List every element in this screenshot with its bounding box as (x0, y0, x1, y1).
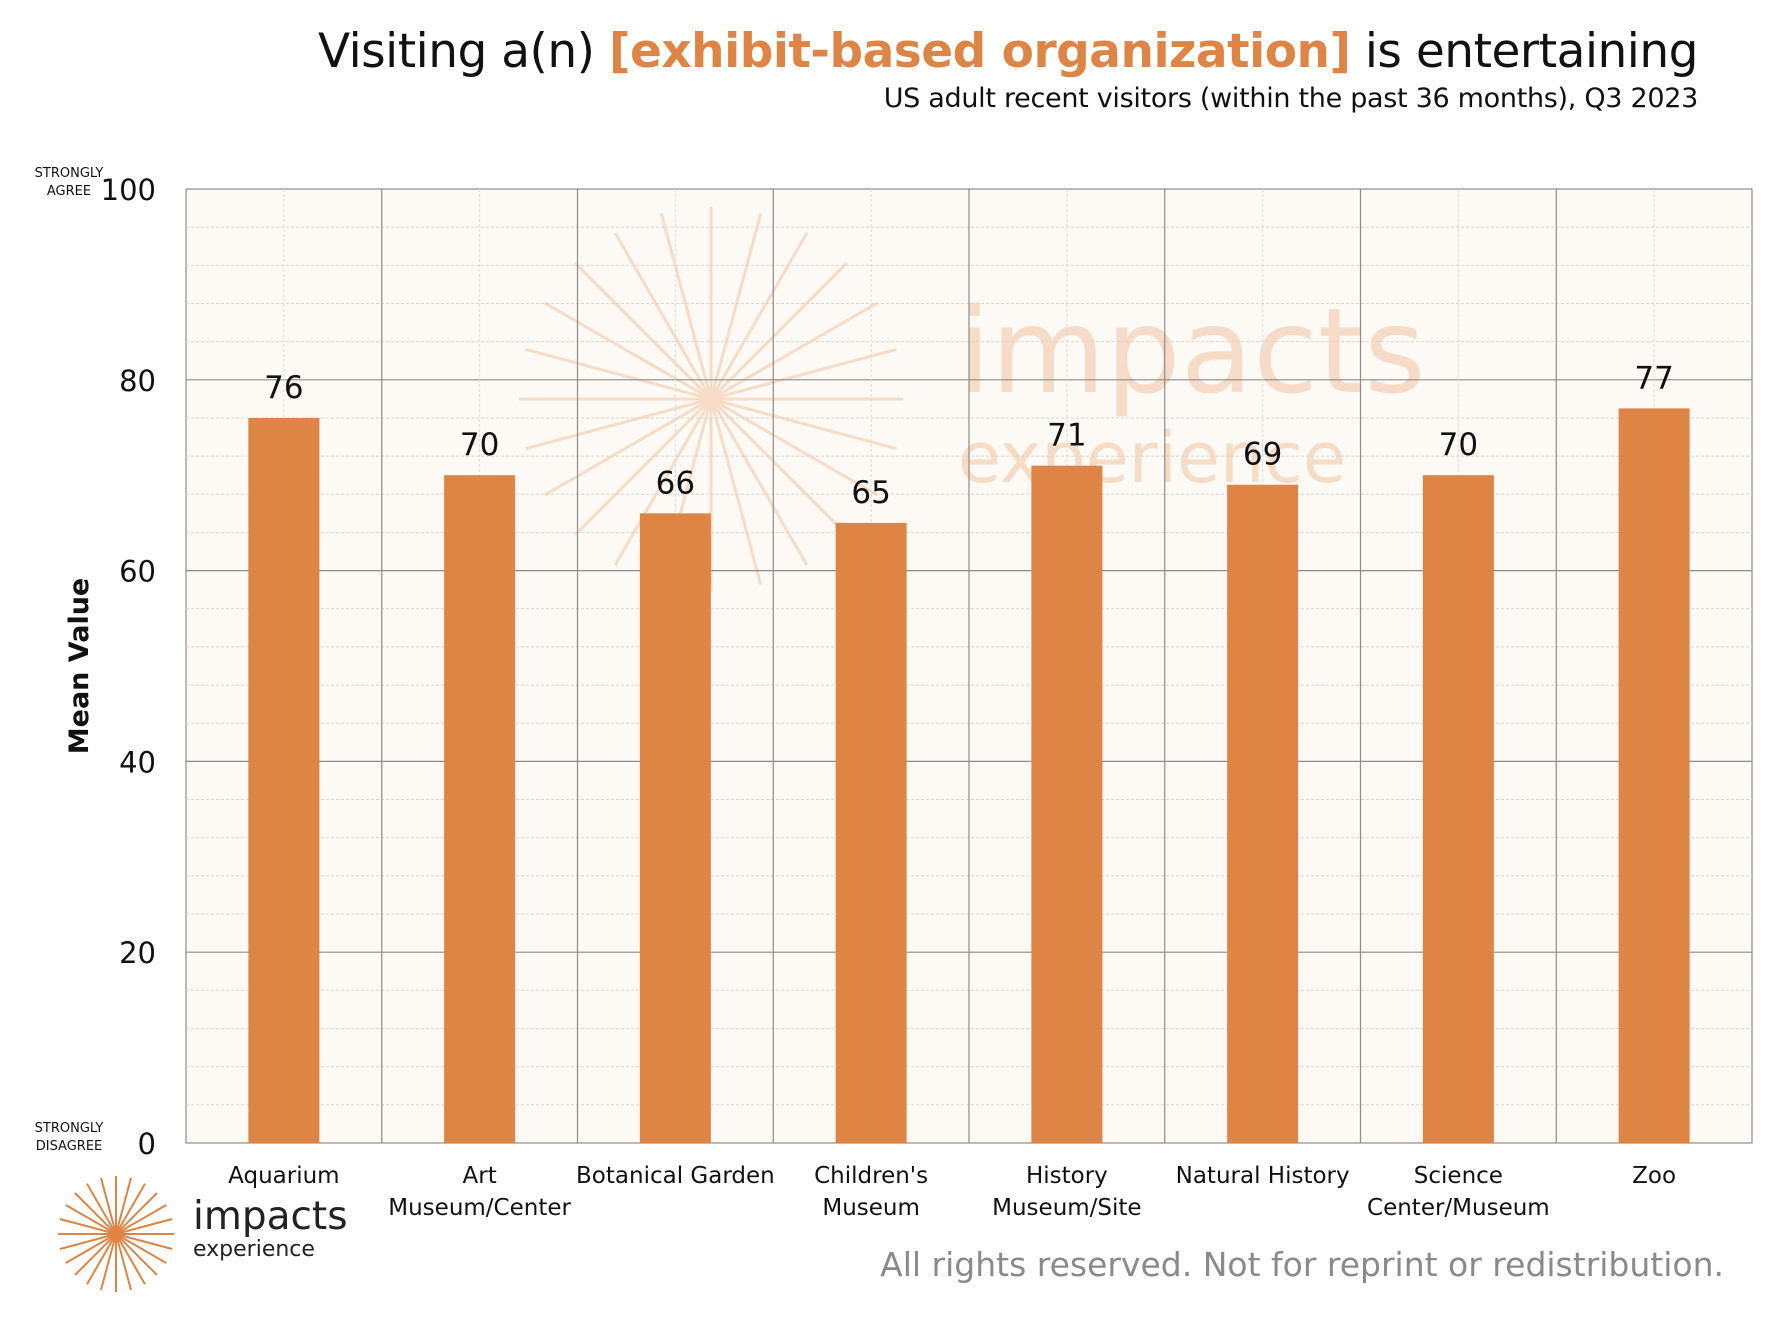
x-tick-label: Natural History (1176, 1163, 1350, 1189)
x-tick-label-line: Aquarium (228, 1163, 339, 1189)
bar (248, 417, 320, 1144)
chart-title-block: Visiting a(n) [exhibit-based organizatio… (317, 22, 1699, 116)
x-tick-label-line: Museum/Center (388, 1195, 571, 1221)
y-tick-label: 40 (119, 745, 156, 779)
bar (1227, 484, 1299, 1143)
x-tick-label: Botanical Garden (576, 1163, 775, 1189)
bar-value-label: 77 (1634, 360, 1673, 396)
bar-value-label: 76 (264, 370, 303, 406)
y-tick-label: 60 (119, 555, 156, 589)
bar-value-label: 70 (1439, 427, 1478, 463)
x-tick-label-line: Natural History (1176, 1163, 1350, 1189)
axis-end-label-agree: AGREE (47, 184, 91, 199)
title-suffix: is entertaining (1350, 24, 1699, 79)
y-tick-label: 20 (119, 936, 156, 970)
bar (1422, 475, 1494, 1143)
y-axis: 020406080100STRONGLYAGREESTRONGLYDISAGRE… (35, 166, 156, 1161)
logo-name: impacts (193, 1194, 348, 1239)
x-tick-label-line: Museum/Site (992, 1195, 1141, 1221)
bar-value-label: 66 (656, 465, 695, 501)
bar (639, 513, 711, 1143)
axis-end-label-disagree: STRONGLY (35, 1121, 104, 1136)
y-axis-title: Mean Value (64, 578, 95, 754)
x-tick-label: Science Center/Museum (1367, 1163, 1550, 1221)
bar-value-label: 71 (1047, 418, 1086, 454)
chart-subtitle: US adult recent visitors (within the pas… (883, 83, 1699, 114)
x-tick-label-line: Science (1414, 1163, 1503, 1189)
x-tick-label: Zoo (1632, 1163, 1676, 1189)
rights-notice: All rights reserved. Not for reprint or … (880, 1245, 1724, 1284)
x-tick-label: Art Museum/Center (388, 1163, 571, 1221)
x-tick-label-line: Children's (814, 1163, 928, 1189)
bars: 76 70 66 65 71 69 70 77 (248, 360, 1690, 1144)
x-tick-label-line: Art (463, 1163, 497, 1189)
bar-value-label: 70 (460, 427, 499, 463)
bar-value-label: 65 (851, 475, 890, 511)
bar (1031, 465, 1103, 1143)
title-highlight: [exhibit-based organization] (608, 24, 1351, 79)
x-tick-label: History Museum/Site (992, 1163, 1141, 1221)
x-tick-label-line: Center/Museum (1367, 1195, 1550, 1221)
x-tick-label: Aquarium (228, 1163, 339, 1189)
watermark-burst-ray (525, 347, 897, 451)
y-tick-label: 100 (101, 173, 156, 207)
x-tick-label: Children's Museum (814, 1163, 928, 1221)
bar (1618, 408, 1690, 1143)
logo-text: impacts experience (193, 1196, 348, 1262)
x-tick-label-line: Museum (822, 1195, 920, 1221)
y-tick-label: 0 (138, 1127, 156, 1161)
bar (835, 522, 907, 1143)
impacts-logo-icon (58, 1176, 174, 1292)
watermark-name: impacts (958, 282, 1426, 420)
bar (444, 475, 516, 1143)
logo-burst-ray (59, 1218, 173, 1250)
logo-sub: experience (193, 1237, 315, 1262)
chart-title: Visiting a(n) [exhibit-based organizatio… (317, 22, 1699, 82)
x-tick-label-line: Botanical Garden (576, 1163, 775, 1189)
y-tick-label: 80 (119, 364, 156, 398)
x-tick-label-line: Zoo (1632, 1163, 1676, 1189)
axis-end-label-disagree: DISAGREE (36, 1139, 103, 1154)
x-tick-label-line: History (1026, 1163, 1108, 1189)
title-prefix: Visiting a(n) (317, 24, 609, 79)
axis-end-label-agree: STRONGLY (35, 166, 104, 181)
bar-value-label: 69 (1243, 437, 1282, 473)
